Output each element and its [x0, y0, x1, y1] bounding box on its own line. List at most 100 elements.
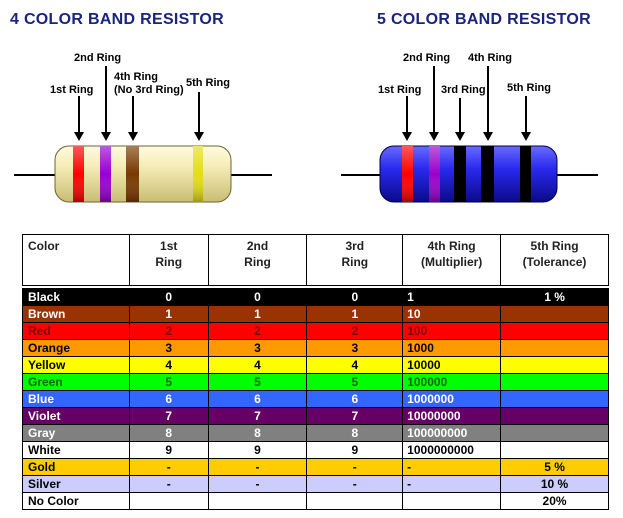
label-5band-ring2: 2nd Ring	[403, 52, 450, 64]
cell-digit-2: 9	[207, 441, 308, 459]
label-4band-ring4-note: (No 3rd Ring)	[114, 84, 184, 96]
cell-digit-2: 6	[207, 390, 308, 408]
cell-digit-3: 6	[306, 390, 404, 408]
cell-digit-1: 5	[128, 373, 209, 391]
cell-digit-1: 0	[128, 288, 209, 306]
cell-digit-1	[128, 492, 209, 510]
cell-tolerance	[500, 356, 609, 374]
resistor-body-4band	[54, 145, 232, 203]
cell-digit-2: -	[207, 458, 308, 476]
cell-digit-2: 2	[207, 322, 308, 340]
label-4band-ring1: 1st Ring	[50, 84, 93, 96]
cell-digit-2: 3	[207, 339, 308, 357]
cell-tolerance	[500, 373, 609, 391]
cell-digit-1: 8	[128, 424, 209, 442]
cell-multiplier: 1	[402, 288, 502, 306]
cell-digit-1: 7	[128, 407, 209, 425]
cell-digit-3	[306, 492, 404, 510]
cell-digit-1: 3	[128, 339, 209, 357]
cell-color-name: Gold	[22, 458, 130, 476]
table-row: Violet 7 7 7 10000000	[22, 407, 609, 425]
band-5band-ring3	[454, 146, 466, 202]
arrow-5band-ring3	[455, 98, 465, 141]
four-band-title: 4 COLOR BAND RESISTOR	[10, 11, 225, 28]
cell-digit-2	[207, 492, 308, 510]
cell-color-name: Yellow	[22, 356, 130, 374]
cell-color-name: Red	[22, 322, 130, 340]
color-code-table: Color 1st Ring 2nd Ring 3rd Ring 4th Ring (M…	[22, 234, 609, 510]
header-3rd-ring: 3rd Ring	[306, 234, 404, 286]
cell-tolerance: 1 %	[500, 288, 609, 306]
cell-color-name: Brown	[22, 305, 130, 323]
cell-digit-3: 9	[306, 441, 404, 459]
cell-multiplier: 100	[402, 322, 502, 340]
cell-digit-2: 5	[207, 373, 308, 391]
cell-digit-1: 9	[128, 441, 209, 459]
cell-digit-1: -	[128, 475, 209, 493]
cell-multiplier: 100000000	[402, 424, 502, 442]
cell-color-name: Black	[22, 288, 130, 306]
cell-digit-1: 2	[128, 322, 209, 340]
cell-digit-3: -	[306, 475, 404, 493]
cell-tolerance: 20%	[500, 492, 609, 510]
arrow-4band-ring1	[74, 96, 84, 141]
cell-tolerance	[500, 407, 609, 425]
cell-multiplier: 1000000000	[402, 441, 502, 459]
cell-multiplier: -	[402, 458, 502, 476]
cell-multiplier: 1000000	[402, 390, 502, 408]
cell-multiplier: 10	[402, 305, 502, 323]
arrow-4band-ring5	[194, 92, 204, 141]
cell-digit-3: 3	[306, 339, 404, 357]
cell-tolerance	[500, 305, 609, 323]
arrow-5band-ring4	[483, 66, 493, 141]
cell-tolerance	[500, 322, 609, 340]
table-row: Brown 1 1 1 10	[22, 305, 609, 323]
table-row: Red 2 2 2 100	[22, 322, 609, 340]
table-row: No Color 20%	[22, 492, 609, 510]
cell-digit-3: 8	[306, 424, 404, 442]
cell-tolerance: 5 %	[500, 458, 609, 476]
header-2nd-ring: 2nd Ring	[207, 234, 308, 286]
table-row: Silver - - - -10 %	[22, 475, 609, 493]
table-row: Blue 6 6 6 1000000	[22, 390, 609, 408]
cell-color-name: Silver	[22, 475, 130, 493]
cell-digit-3: 7	[306, 407, 404, 425]
table-row: Yellow 4 4 4 10000	[22, 356, 609, 374]
cell-multiplier	[402, 492, 502, 510]
label-4band-ring5: 5th Ring	[186, 77, 230, 89]
label-5band-ring3: 3rd Ring	[441, 84, 486, 96]
header-color: Color	[22, 234, 130, 286]
cell-digit-1: 6	[128, 390, 209, 408]
cell-tolerance: 10 %	[500, 475, 609, 493]
table-row: Green 5 5 5 100000	[22, 373, 609, 391]
cell-color-name: Orange	[22, 339, 130, 357]
header-tolerance: 5th Ring (Tolerance)	[500, 234, 609, 286]
cell-digit-3: 4	[306, 356, 404, 374]
cell-color-name: Violet	[22, 407, 130, 425]
band-5band-ring5	[520, 146, 531, 202]
arrow-5band-ring5	[521, 96, 531, 141]
resistor-diagram: 2nd Ring 1st Ring 4th Ring (No 3rd Ring)…	[14, 52, 598, 203]
cell-digit-2: 0	[207, 288, 308, 306]
table-row: Gray 8 8 8 100000000	[22, 424, 609, 442]
cell-digit-2: 7	[207, 407, 308, 425]
label-5band-ring5: 5th Ring	[507, 82, 551, 94]
arrow-5band-ring2	[429, 66, 439, 141]
label-4band-ring2: 2nd Ring	[74, 52, 121, 64]
cell-tolerance	[500, 441, 609, 459]
cell-multiplier: 10000000	[402, 407, 502, 425]
arrow-4band-ring2	[101, 66, 111, 141]
cell-multiplier: 100000	[402, 373, 502, 391]
five-band-title: 5 COLOR BAND RESISTOR	[377, 11, 592, 28]
cell-digit-3: -	[306, 458, 404, 476]
cell-digit-3: 0	[306, 288, 404, 306]
cell-multiplier: 10000	[402, 356, 502, 374]
cell-digit-3: 2	[306, 322, 404, 340]
cell-digit-2: 4	[207, 356, 308, 374]
table-header-row: Color 1st Ring 2nd Ring 3rd Ring 4th Ring (M…	[22, 234, 609, 286]
header-1st-ring: 1st Ring	[128, 234, 209, 286]
cell-color-name: No Color	[22, 492, 130, 510]
arrow-5band-ring1	[402, 96, 412, 141]
cell-color-name: White	[22, 441, 130, 459]
label-5band-ring1: 1st Ring	[378, 84, 421, 96]
